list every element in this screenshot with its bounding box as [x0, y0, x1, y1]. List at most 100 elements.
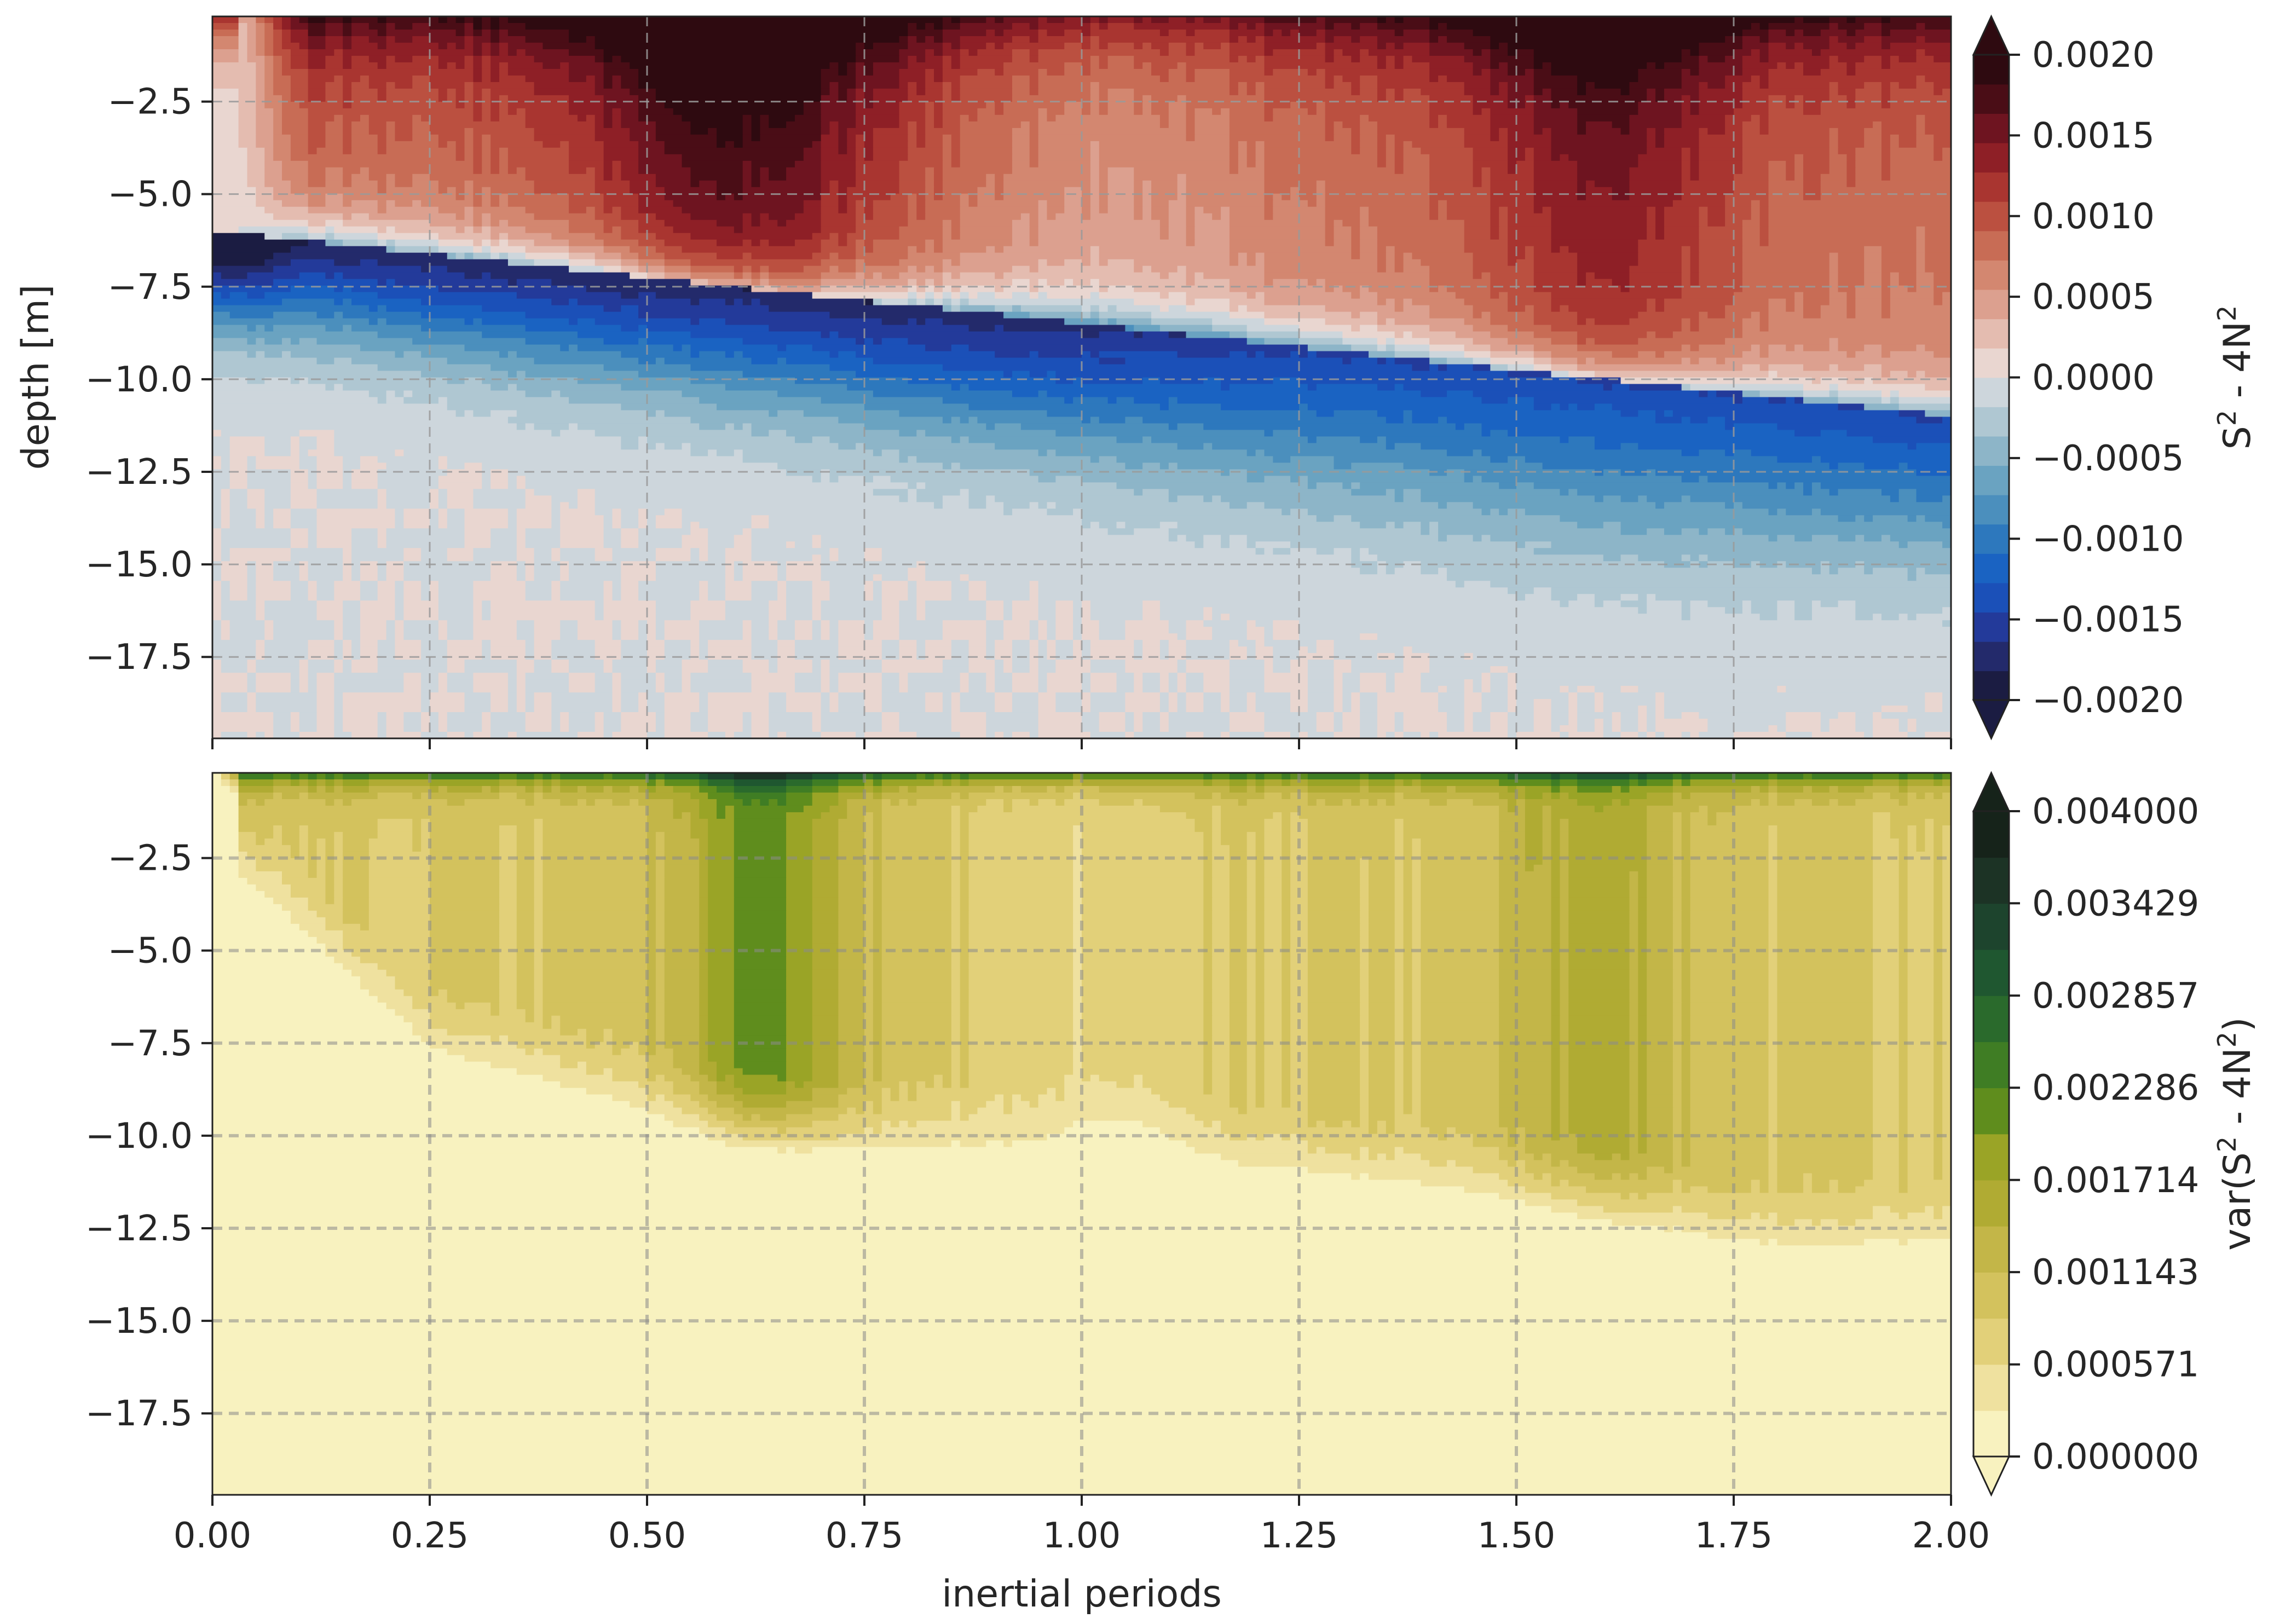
- contour-cell: [1855, 154, 1882, 161]
- contour-cell: [899, 600, 917, 608]
- contour-cell: [264, 489, 291, 496]
- contour-cell: [569, 298, 578, 306]
- contour-cell: [647, 436, 795, 444]
- contour-cell: [1003, 174, 1091, 181]
- contour-cell: [1386, 568, 1395, 575]
- contour-cell: [1629, 82, 1682, 89]
- contour-cell: [482, 377, 578, 385]
- contour-cell: [864, 423, 987, 431]
- contour-cell: [821, 147, 839, 155]
- contour-cell: [1107, 101, 1135, 109]
- contour-cell: [464, 187, 474, 194]
- contour-cell: [908, 29, 943, 37]
- contour-cell: [1090, 417, 1100, 424]
- contour-cell: [638, 68, 822, 76]
- contour-cell: [1916, 614, 1951, 621]
- contour-cell: [334, 633, 343, 640]
- contour-cell: [316, 508, 396, 516]
- contour-cell: [1473, 95, 1508, 102]
- contour-cell: [1620, 88, 1630, 96]
- contour-cell: [873, 200, 909, 207]
- contour-cell: [212, 344, 361, 352]
- contour-cell: [1890, 167, 1951, 175]
- contour-cell: [1907, 574, 1917, 582]
- contour-cell: [986, 101, 995, 109]
- contour-cell: [995, 187, 1004, 194]
- contour-cell: [986, 600, 1004, 608]
- contour-cell: [1229, 128, 1326, 135]
- contour-cell: [377, 95, 387, 102]
- contour-cell: [1273, 68, 1308, 76]
- contour-cell: [212, 298, 282, 306]
- contour-cell: [916, 88, 926, 96]
- contour-cell: [403, 351, 422, 359]
- contour-cell: [1377, 128, 1465, 135]
- contour-cell: [308, 541, 318, 549]
- contour-cell: [1516, 541, 1526, 549]
- contour-cell: [621, 535, 639, 542]
- contour-cell: [934, 265, 943, 273]
- contour-cell: [1194, 219, 1230, 227]
- contour-cell: [377, 476, 439, 483]
- contour-cell: [1734, 174, 1769, 181]
- contour-cell: [1090, 259, 1100, 267]
- contour-cell: [1290, 548, 1317, 556]
- contour-cell: [395, 390, 405, 398]
- contour-cell: [1099, 246, 1230, 253]
- contour-cell: [569, 167, 587, 175]
- contour-cell: [968, 495, 987, 503]
- contour-cell: [1403, 29, 1430, 37]
- contour-cell: [1377, 239, 1465, 247]
- contour-cell: [1255, 541, 1291, 549]
- contour-cell: [960, 42, 987, 50]
- contour-cell: [899, 633, 943, 640]
- contour-cell: [821, 259, 856, 267]
- contour-cell: [325, 226, 335, 234]
- contour-cell: [821, 219, 856, 227]
- contour-cell: [1038, 82, 1091, 89]
- contour-cell: [1003, 193, 1065, 201]
- contour-cell: [995, 272, 1004, 280]
- contour-cell: [873, 594, 882, 601]
- contour-cell: [925, 568, 1360, 575]
- contour-cell: [247, 55, 266, 63]
- contour-cell: [1212, 607, 1639, 614]
- contour-cell: [282, 42, 300, 50]
- contour-cell: [1490, 673, 1508, 680]
- contour-cell: [516, 548, 535, 556]
- contour-cell: [1777, 456, 1813, 464]
- contour-cell: [1360, 49, 1369, 56]
- contour-cell: [577, 620, 613, 627]
- contour-cell: [1229, 55, 1239, 63]
- contour-cell: [1290, 541, 1517, 549]
- contour-cell: [1525, 95, 1534, 102]
- contour-cell: [256, 121, 274, 129]
- contour-cell: [499, 154, 509, 161]
- contour-cell: [655, 95, 822, 102]
- contour-cell: [916, 581, 952, 588]
- contour-cell: [1299, 430, 1482, 437]
- contour-cell: [264, 449, 291, 457]
- contour-cell: [1229, 384, 1308, 391]
- contour-cell: [1664, 305, 1725, 313]
- contour-cell: [507, 193, 569, 201]
- contour-cell: [1690, 246, 1700, 253]
- contour-cell: [1794, 154, 1804, 161]
- contour-cell: [1690, 160, 1700, 168]
- contour-cell: [1229, 42, 1265, 50]
- contour-cell: [1438, 200, 1447, 207]
- contour-cell: [1255, 449, 1265, 457]
- contour-cell: [464, 147, 474, 155]
- contour-cell: [873, 239, 926, 247]
- contour-cell: [1377, 568, 1387, 575]
- contour-cell: [1473, 174, 1482, 181]
- contour-cell: [1699, 239, 1743, 247]
- contour-cell: [1638, 246, 1682, 253]
- contour-cell: [1134, 180, 1143, 188]
- contour-cell: [1325, 213, 1360, 221]
- contour-cell: [908, 128, 917, 135]
- contour-cell: [1655, 141, 1665, 148]
- contour-cell: [821, 114, 856, 122]
- contour-cell: [742, 239, 752, 247]
- contour-cell: [1429, 121, 1439, 129]
